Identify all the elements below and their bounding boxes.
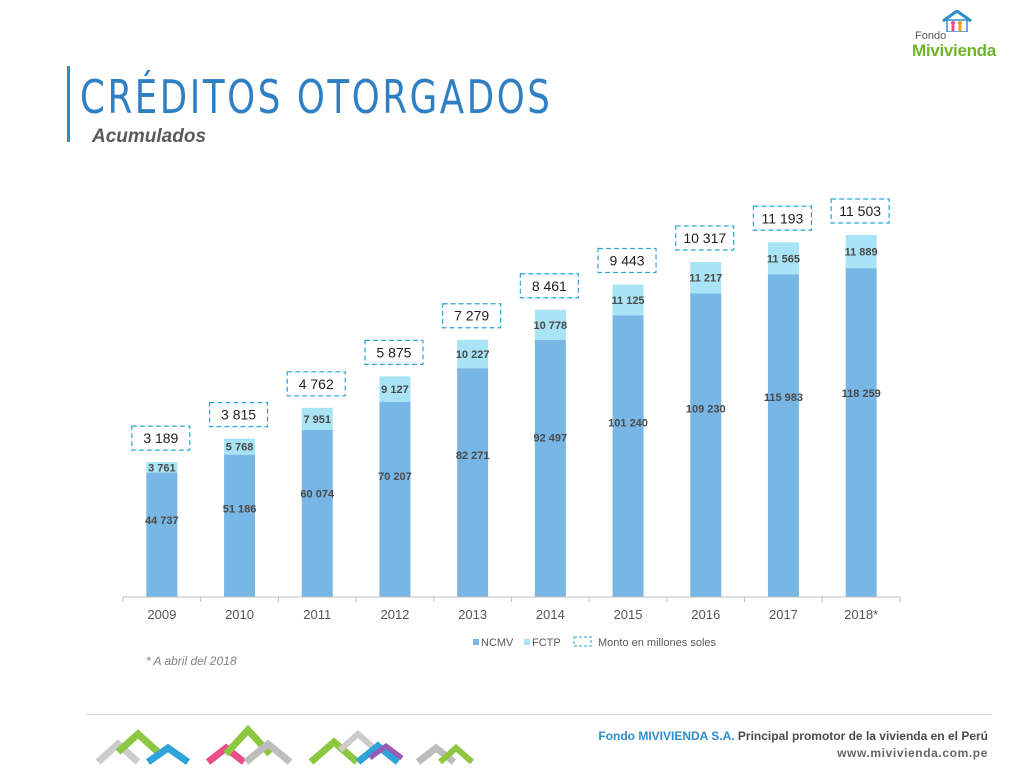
chart-footnote: * A abril del 2018 [146,654,237,668]
bar-fctp [301,407,333,430]
legend-label-ncmv: NCMV [481,637,514,649]
fctp-value-label: 7 951 [303,414,331,426]
monto-box [208,401,269,428]
monto-box [830,198,890,224]
bar-ncmv [690,293,722,597]
bar-ncmv [534,339,566,597]
ncmv-value-label: 44 737 [145,515,179,527]
bar-fctp [457,339,489,369]
monto-value-label: 9 443 [610,252,645,268]
logo-name-text: Mivivienda [912,41,996,60]
fctp-value-label: 11 125 [612,295,645,307]
fctp-value-label: 9 127 [381,384,409,396]
x-tick-label: 2010 [225,607,254,622]
monto-value-label: 10 317 [683,230,726,246]
monto-box [286,371,346,397]
ncmv-value-label: 115 983 [764,392,803,404]
monto-value-label: 11 503 [839,203,881,219]
monto-value-label: 11 193 [762,210,804,226]
ncmv-value-label: 51 186 [223,504,257,516]
x-tick-label: 2018* [844,607,878,622]
bar-ncmv [845,268,877,597]
ncmv-value-label: 82 271 [456,450,490,462]
bar-fctp [612,284,644,316]
x-tick-label: 2013 [458,607,487,622]
bar-fctp [146,462,178,473]
monto-value-label: 3 815 [221,407,256,423]
fctp-value-label: 10 227 [456,349,490,361]
monto-box [131,425,191,451]
footer-tagline-text: Principal promotor de la vivienda en el … [737,729,988,743]
legend-swatch-fctp [524,639,530,645]
logo-fondo-text: Fondo [915,30,947,42]
bar-fctp [224,438,256,455]
bar-ncmv [301,429,333,597]
bar-ncmv [224,454,256,597]
x-tick-label: 2009 [147,607,176,622]
monto-value-label: 4 762 [299,376,334,392]
ncmv-value-label: 118 259 [842,388,881,400]
monto-box [597,247,657,274]
fctp-value-label: 11 217 [689,273,722,285]
legend-swatch-monto [573,636,592,647]
monto-box [752,205,813,231]
houses-decoration-icon [96,724,474,765]
ncmv-value-label: 109 230 [686,404,726,416]
page-subtitle: Acumulados [92,126,207,147]
legend-label-monto: Monto en millones soles [598,637,717,649]
monto-box [442,303,502,329]
ncmv-value-label: 70 207 [378,471,412,483]
bar-fctp [845,235,877,269]
bar-fctp [534,309,566,340]
fctp-value-label: 3 761 [148,462,176,474]
x-tick-label: 2012 [380,607,409,622]
bar-ncmv [379,401,411,597]
title-accent-bar [67,66,70,142]
monto-box [519,273,579,299]
bar-fctp [690,262,722,294]
x-tick-label: 2014 [536,607,565,622]
ncmv-value-label: 92 497 [534,433,568,445]
bar-ncmv [457,368,489,597]
monto-value-label: 3 189 [143,430,178,446]
x-tick-label: 2016 [691,607,720,622]
fctp-value-label: 5 768 [226,442,254,454]
footer-url: www.mivivienda.com.pe [837,746,988,760]
bar-fctp [379,376,411,402]
monto-box [675,225,735,251]
monto-box [364,339,424,365]
bar-ncmv [767,274,799,597]
monto-value-label: 8 461 [532,278,567,294]
monto-value-label: 5 875 [376,344,411,360]
footer-tagline: Fondo MIVIVIENDA S.A. Principal promotor… [598,729,988,743]
fctp-value-label: 11 565 [767,253,800,265]
page-title: CRÉDITOS OTORGADOS [80,70,553,124]
ncmv-value-label: 60 074 [300,488,335,500]
bar-fctp [767,242,799,275]
legend-label-fctp: FCTP [532,637,561,649]
house-family-icon [942,10,972,32]
x-tick-label: 2011 [303,607,331,622]
legend-swatch-ncmv [473,639,479,645]
footer-brand: Fondo MIVIVIENDA S.A. [598,729,735,743]
fctp-value-label: 10 778 [534,320,568,332]
credits-chart: 44 737 3 761 3 189 2009 51 186 5 768 3 815 2010… [122,198,901,649]
footer-divider [86,714,992,715]
fctp-value-label: 11 889 [845,247,878,259]
monto-value-label: 7 279 [454,308,489,324]
ncmv-value-label: 101 240 [608,417,648,429]
brand-logo: Fondo Mivivienda [908,10,1008,62]
bar-ncmv [146,472,178,597]
bar-ncmv [612,315,644,597]
x-tick-label: 2017 [769,607,798,622]
x-tick-label: 2015 [614,607,643,622]
